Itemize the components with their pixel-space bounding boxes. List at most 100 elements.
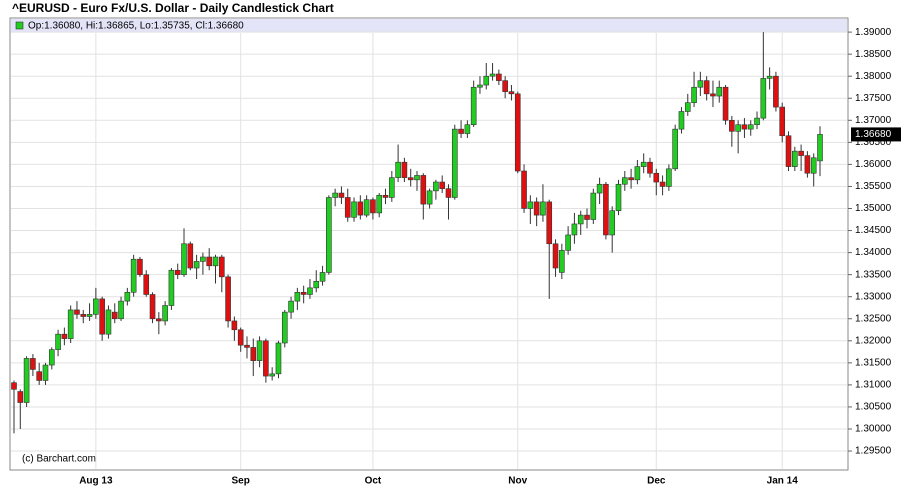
- candle-body: [42, 364, 49, 381]
- candle-body: [798, 150, 804, 156]
- candle-body: [571, 223, 578, 236]
- candle-body: [256, 340, 263, 361]
- candle-body: [710, 93, 716, 97]
- candle-body: [754, 117, 760, 126]
- candle-body: [250, 347, 257, 361]
- candle-body: [451, 128, 458, 198]
- candle-body: [80, 314, 87, 317]
- candle-body: [653, 172, 660, 183]
- candle-body: [86, 314, 93, 317]
- candle-body: [760, 78, 767, 119]
- x-tick-label: Sep: [232, 476, 250, 487]
- y-tick-label: 1.33500: [855, 269, 892, 280]
- candles: [11, 32, 823, 434]
- candle-body: [93, 298, 99, 315]
- candle-body: [118, 300, 124, 320]
- legend-label: Op:1.36080, Hi:1.36865, Lo:1.35735, Cl:1…: [28, 21, 244, 32]
- candle-body: [603, 183, 609, 236]
- candle-body: [269, 373, 275, 377]
- candle-body: [647, 161, 653, 174]
- candle-body: [584, 214, 590, 220]
- candle-body: [514, 93, 521, 172]
- candle-body: [193, 261, 200, 269]
- y-tick-label: 1.31000: [855, 380, 892, 391]
- candle-body: [275, 342, 282, 375]
- candle-body: [426, 190, 433, 205]
- candle-body: [565, 234, 571, 251]
- candle-body: [628, 177, 634, 181]
- y-tick-label: 1.37500: [855, 93, 892, 104]
- candle-body: [779, 106, 786, 137]
- candle-body: [200, 256, 206, 262]
- y-tick-label: 1.32500: [855, 313, 892, 324]
- y-tick-label: 1.32000: [855, 335, 892, 346]
- plot-area: [9, 17, 849, 471]
- candle-body: [313, 280, 320, 289]
- candle-body: [703, 80, 710, 95]
- candle-body: [489, 73, 496, 77]
- candle-body: [338, 192, 345, 198]
- candle-body: [697, 80, 704, 88]
- legend-bar: [11, 19, 847, 32]
- candle-body: [168, 269, 175, 306]
- axis: 1.29500 1.30000 1.30500 1.31000 1.31500 1.320…: [79, 27, 901, 487]
- candle-body: [470, 86, 477, 126]
- watermark: (c) Barchart.com: [22, 454, 96, 465]
- candle-body: [540, 201, 546, 216]
- candle-body: [477, 84, 483, 88]
- candle-body: [527, 201, 534, 209]
- candle-body: [496, 73, 502, 81]
- candle-body: [357, 201, 364, 216]
- candle-body: [577, 214, 584, 225]
- candle-body: [231, 320, 238, 331]
- candle-body: [401, 161, 408, 178]
- candle-body: [533, 201, 540, 216]
- candle-body: [288, 300, 294, 313]
- candle-body: [640, 161, 647, 167]
- candle-body: [206, 256, 213, 267]
- candle-body: [162, 305, 168, 322]
- candle-body: [596, 183, 603, 194]
- candle-body: [74, 309, 80, 315]
- y-tick-label: 1.30500: [855, 402, 892, 413]
- candle-body: [407, 177, 414, 181]
- candle-body: [55, 333, 61, 350]
- chart-title: ^EURUSD - Euro Fx/U.S. Dollar - Daily Ca…: [12, 1, 334, 15]
- candle-body: [319, 272, 326, 282]
- y-tick-label: 1.33000: [855, 291, 892, 302]
- candle-body: [729, 120, 735, 132]
- candle-body: [433, 181, 439, 192]
- candle-body: [174, 269, 181, 275]
- candle-body: [149, 294, 156, 320]
- candle-body: [521, 170, 527, 209]
- candle-body: [810, 157, 817, 174]
- candle-body: [546, 201, 553, 245]
- last-price-label: 1.36680: [855, 129, 892, 140]
- candle-body: [124, 291, 131, 302]
- candle-body: [609, 210, 616, 236]
- y-tick-label: 1.39000: [855, 27, 892, 38]
- candle-body: [344, 197, 351, 218]
- candle-body: [370, 199, 376, 214]
- candle-body: [67, 309, 74, 339]
- candle-body: [156, 318, 162, 322]
- candle-body: [137, 258, 143, 275]
- candle-body: [621, 177, 628, 185]
- x-tick-label: Dec: [647, 476, 666, 487]
- candle-body: [300, 291, 307, 295]
- candle-body: [332, 192, 338, 198]
- candle-body: [30, 358, 36, 370]
- grid: [11, 31, 847, 469]
- x-tick-label: Oct: [365, 476, 382, 487]
- candle-body: [741, 124, 748, 130]
- candle-body: [508, 91, 515, 95]
- candle-body: [716, 86, 723, 97]
- y-tick-label: 1.36500: [855, 137, 892, 148]
- candle-body: [634, 166, 641, 181]
- candle-body: [420, 175, 427, 205]
- candle-body: [11, 382, 17, 390]
- candle-body: [804, 155, 811, 174]
- y-tick-label: 1.29500: [855, 446, 892, 457]
- candle-body: [187, 243, 194, 269]
